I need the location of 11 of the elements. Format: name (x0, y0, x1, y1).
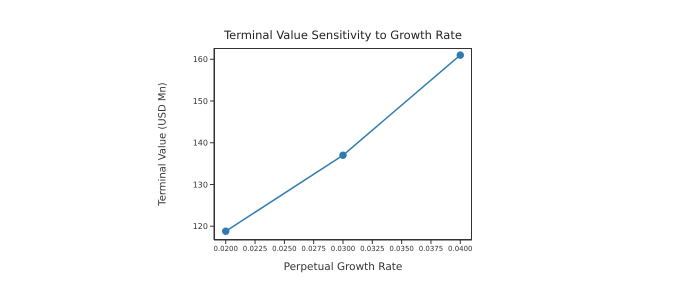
x-axis-title: Perpetual Growth Rate (284, 261, 402, 273)
chart-title: Terminal Value Sensitivity to Growth Rate (223, 28, 463, 42)
point (456, 51, 464, 59)
y-tick-label: 120 (192, 222, 208, 232)
y-tick-label: 160 (192, 55, 208, 64)
y-axis-title: Terminal Value (USD Mn) (158, 82, 169, 207)
y-tick-label: 130 (192, 180, 208, 190)
y-tick-label: 150 (192, 96, 208, 106)
y-tick-label: 140 (192, 138, 208, 148)
point (339, 152, 347, 160)
point (222, 227, 230, 235)
